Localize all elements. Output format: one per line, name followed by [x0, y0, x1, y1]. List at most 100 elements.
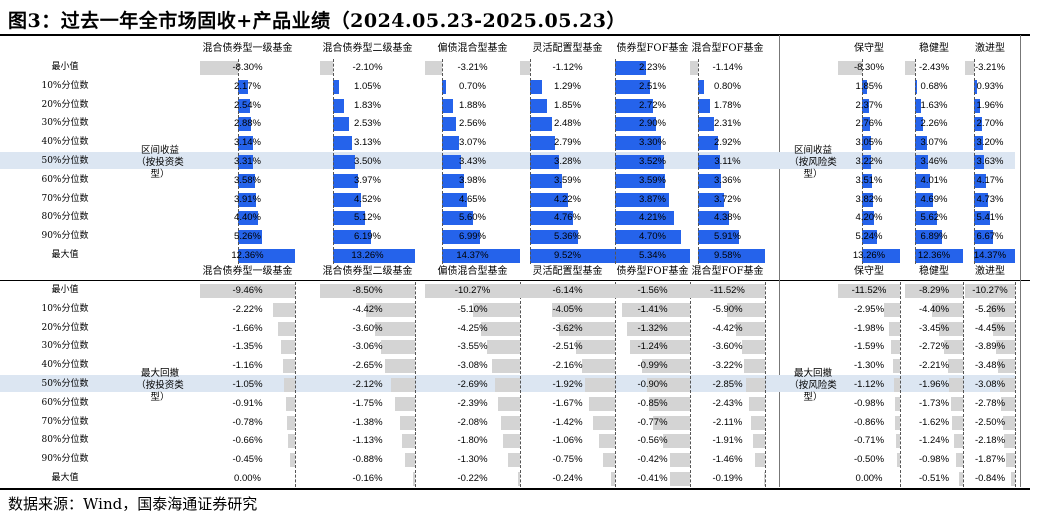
value-bar: [646, 378, 690, 392]
value-bar: [690, 61, 698, 75]
zero-axis: [974, 115, 976, 133]
value-bar: [530, 79, 542, 94]
data-cell: -3.48%: [965, 357, 1016, 375]
value-bar: [914, 211, 937, 226]
data-cell: 14.37%: [965, 247, 1015, 264]
value-bar: [663, 434, 690, 449]
cell-value: -0.41%: [637, 473, 668, 484]
row-label: 80%分位数: [41, 435, 89, 446]
cell-value: 4.65%: [459, 193, 486, 205]
cell-value: 3.63%: [976, 156, 1004, 167]
value-bar: [332, 79, 340, 94]
value-bar: [894, 396, 900, 411]
zero-axis: [415, 338, 416, 356]
cell-value: -2.95%: [853, 303, 885, 315]
zero-axis: [914, 134, 916, 152]
data-cell: -1.98%: [838, 319, 901, 337]
zero-axis: [530, 209, 531, 227]
value-bar: [974, 173, 986, 188]
cell-value: 13.26%: [351, 250, 384, 261]
zero-axis: [415, 300, 416, 318]
zero-axis: [520, 394, 521, 412]
zero-axis: [442, 228, 444, 246]
zero-axis: [974, 59, 976, 76]
data-cell: -1.91%: [690, 432, 766, 450]
return-table: 混合债券型一级基金 混合债券型二级基金 偏债混合型基金 灵活配置型基金 债券型FOF基金…: [0, 40, 1030, 265]
cell-value: -1.38%: [352, 416, 383, 428]
zero-axis: [861, 134, 863, 152]
zero-axis: [765, 432, 766, 450]
cell-value: -3.45%: [918, 322, 950, 334]
zero-axis: [900, 451, 901, 469]
cell-value: -1.98%: [853, 322, 885, 334]
zero-axis: [520, 413, 521, 431]
group-label-line: （按风险类: [789, 156, 837, 168]
row-label: 10%分位数: [41, 303, 89, 314]
data-cell: 9.52%: [520, 247, 615, 264]
column-header: 激进型: [975, 266, 1005, 277]
group-label-line: 最大回撤: [793, 367, 832, 379]
cell-value: 3.97%: [354, 174, 381, 186]
data-cell: 3.91%: [200, 190, 295, 208]
data-cell: 6.67%: [965, 228, 1015, 246]
zero-axis: [690, 394, 691, 412]
zero-axis: [615, 376, 616, 393]
value-bar: [974, 136, 984, 151]
value-bar: [332, 155, 355, 169]
data-cell: -1.62%: [905, 413, 964, 431]
data-cell: -0.98%: [838, 394, 901, 412]
median-row-highlight: [0, 152, 1015, 169]
value-bar: [290, 453, 295, 468]
value-bar: [442, 211, 473, 226]
cell-value: 3.72%: [714, 193, 741, 205]
data-cell: -0.22%: [425, 470, 521, 487]
column-header: 混合债券型二级基金: [322, 266, 413, 277]
data-cell: -4.45%: [965, 319, 1016, 337]
row-label: 40%分位数: [41, 137, 89, 148]
zero-axis: [765, 319, 766, 337]
cell-value: -3.06%: [352, 341, 383, 353]
data-cell: 2.88%: [200, 115, 295, 133]
data-cell: 2.31%: [690, 115, 765, 133]
cell-value: -1.59%: [853, 341, 885, 353]
data-cell: -9.46%: [200, 282, 296, 299]
group-label-line: 区间收益: [140, 144, 179, 156]
data-cell: -1.38%: [320, 413, 416, 431]
data-cell: -3.22%: [690, 357, 766, 375]
zero-axis: [238, 228, 240, 246]
cell-value: -1.16%: [232, 360, 263, 372]
cell-value: 3.59%: [554, 174, 581, 186]
data-cell: 2.53%: [320, 115, 415, 133]
zero-axis: [765, 376, 766, 393]
zero-axis: [615, 171, 616, 189]
zero-axis: [697, 171, 699, 189]
value-bar: [442, 249, 520, 263]
cell-value: -1.87%: [974, 454, 1006, 466]
zero-axis: [861, 77, 863, 95]
group-label-line: （按风险类: [789, 379, 837, 391]
cell-value: -0.66%: [232, 435, 263, 447]
value-bar: [652, 415, 690, 430]
data-cell: -2.51%: [520, 338, 616, 356]
zero-axis: [974, 247, 976, 264]
zero-axis: [415, 319, 416, 337]
data-cell: -0.98%: [905, 451, 964, 469]
cell-value: 1.63%: [920, 99, 948, 111]
zero-axis: [615, 77, 616, 95]
value-bar: [1001, 396, 1015, 411]
value-bar: [472, 302, 520, 317]
data-cell: -0.24%: [520, 470, 616, 487]
cell-value: -0.50%: [853, 454, 885, 466]
data-cell: 5.34%: [615, 247, 690, 264]
value-bar: [615, 230, 681, 245]
zero-axis: [1015, 357, 1016, 375]
zero-axis: [295, 470, 296, 487]
data-cell: -2.78%: [965, 394, 1016, 412]
value-bar: [974, 79, 977, 94]
data-cell: -3.55%: [425, 338, 521, 356]
value-bar: [530, 136, 555, 151]
zero-axis: [974, 209, 976, 227]
zero-axis: [530, 77, 531, 95]
cell-value: 2.56%: [459, 118, 486, 130]
value-bar: [697, 173, 722, 188]
